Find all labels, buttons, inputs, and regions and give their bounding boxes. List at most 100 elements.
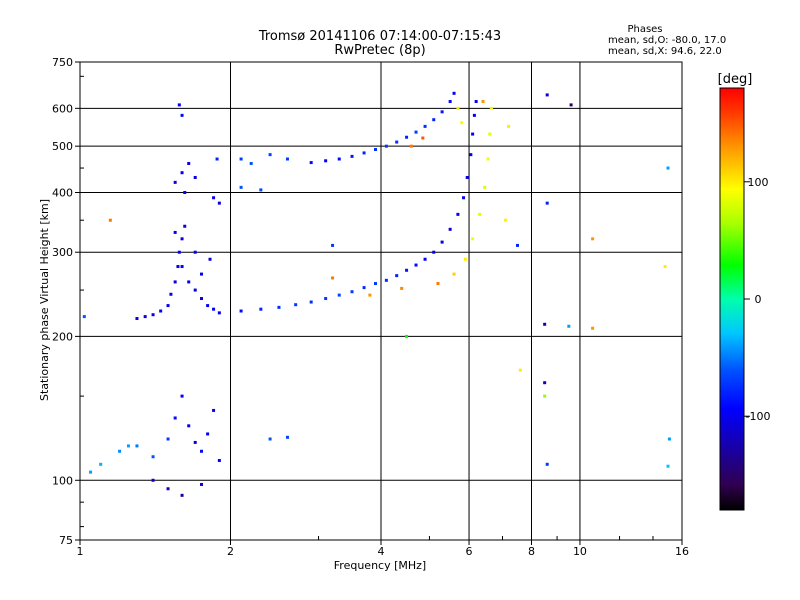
data-point [350, 154, 354, 158]
data-point [436, 282, 440, 286]
data-point [460, 121, 464, 125]
data-point [543, 381, 547, 385]
data-point [507, 124, 511, 128]
phases-heading: Phases [627, 24, 662, 35]
data-point [166, 487, 170, 491]
data-point [471, 237, 475, 241]
data-point [108, 218, 112, 222]
data-point [405, 135, 409, 139]
data-point [187, 161, 191, 165]
data-point [440, 240, 444, 244]
x-tick-label: 6 [466, 545, 473, 558]
data-point [309, 300, 313, 304]
y-tick-label: 75 [59, 534, 73, 547]
data-point [469, 153, 473, 157]
data-point [151, 313, 155, 317]
x-axis-label: Frequency [MHz] [334, 559, 426, 572]
data-point [82, 315, 86, 319]
data-point [180, 171, 184, 175]
data-point [545, 93, 549, 97]
data-point [212, 196, 216, 200]
data-point [452, 272, 456, 276]
y-tick-label: 750 [52, 56, 73, 69]
data-point [259, 307, 263, 311]
data-point [324, 297, 328, 301]
data-point [489, 106, 493, 110]
colorbar-gradient [719, 87, 745, 511]
grid-lines [80, 62, 682, 540]
plot-area: 1 2 4 6 8 10 16 75 100 200 300 400 500 600 750 [52, 56, 689, 558]
x-tick-label: 10 [573, 545, 587, 558]
data-point [173, 416, 177, 420]
data-point [187, 424, 191, 428]
y-axis-ticks: 75 100 200 300 400 500 600 750 [52, 56, 84, 547]
data-point [569, 103, 573, 107]
data-point [200, 482, 204, 486]
data-point [409, 144, 413, 148]
data-point [337, 293, 341, 297]
data-point [331, 276, 335, 280]
data-point [471, 132, 475, 136]
data-point [166, 437, 170, 441]
x-tick-label: 16 [675, 545, 689, 558]
data-point [193, 175, 197, 179]
data-point [667, 437, 671, 441]
data-point [414, 130, 418, 134]
data-point [259, 188, 263, 192]
data-point [421, 136, 425, 140]
data-point [206, 304, 210, 308]
data-point [545, 462, 549, 466]
data-point [99, 462, 103, 466]
colorbar-tick-label: 100 [748, 176, 769, 189]
y-tick-label: 500 [52, 140, 73, 153]
data-point [173, 230, 177, 234]
data-point [324, 159, 328, 163]
chart-subtitle: RwPretec (8p) [334, 43, 425, 58]
data-point [515, 243, 519, 247]
colorbar-tick-label: -100 [746, 410, 771, 423]
data-point [180, 237, 184, 241]
data-point [118, 449, 122, 453]
data-point [193, 250, 197, 254]
data-point [239, 309, 243, 313]
data-point [331, 243, 335, 247]
x-tick-label: 1 [77, 545, 84, 558]
data-points [82, 91, 671, 497]
data-point [193, 288, 197, 292]
data-point [143, 315, 147, 319]
data-point [456, 212, 460, 216]
data-point [567, 324, 571, 328]
data-point [180, 394, 184, 398]
data-point [400, 286, 404, 290]
data-point [89, 470, 93, 474]
data-point [183, 190, 187, 194]
data-point [206, 432, 210, 436]
data-point [591, 326, 595, 330]
data-point [169, 292, 173, 296]
data-point [217, 458, 221, 462]
data-point [239, 157, 243, 161]
data-point [440, 110, 444, 114]
phases-x-line: mean, sd,X: 94.6, 22.0 [608, 46, 722, 57]
data-point [208, 257, 212, 261]
y-tick-label: 400 [52, 186, 73, 199]
data-point [362, 286, 366, 290]
data-point [173, 180, 177, 184]
data-point [239, 185, 243, 189]
data-point [405, 268, 409, 272]
data-point [456, 106, 460, 110]
data-point [180, 265, 184, 269]
data-point [488, 132, 492, 136]
data-point [504, 218, 508, 222]
data-point [462, 196, 466, 200]
data-point [249, 161, 253, 165]
data-point [423, 124, 427, 128]
data-point [217, 311, 221, 315]
data-point [448, 227, 452, 231]
data-point [384, 278, 388, 282]
data-point [483, 185, 487, 189]
data-point [166, 304, 170, 308]
data-point [176, 265, 180, 269]
x-tick-label: 2 [227, 545, 234, 558]
data-point [374, 148, 378, 152]
